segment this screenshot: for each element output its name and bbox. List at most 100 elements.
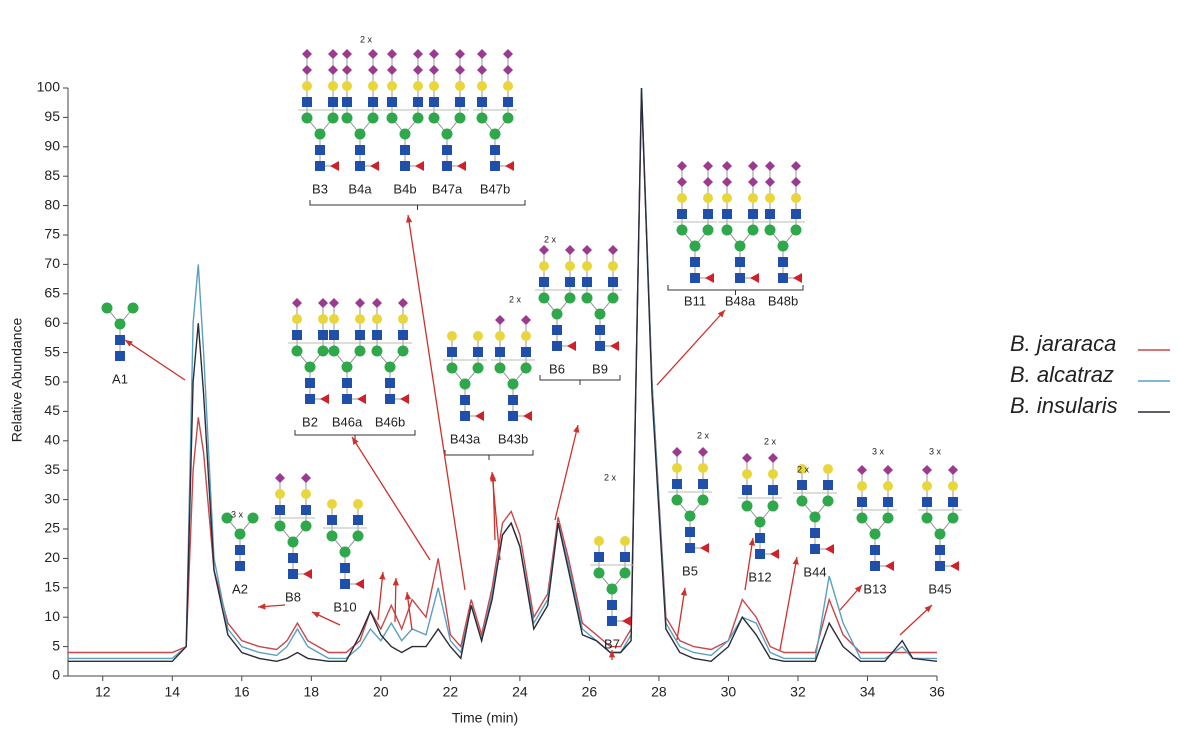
x-tick-label: 16	[234, 684, 250, 700]
glycan-galactose	[429, 81, 439, 91]
glycan-glcnac	[329, 330, 339, 340]
glycan-glcnac	[372, 330, 382, 340]
glycan-glcnac	[748, 209, 758, 219]
glycan-sialic	[698, 447, 708, 457]
glycan-galactose	[703, 193, 713, 203]
x-tick-label: 14	[164, 684, 180, 700]
glycan-sialic	[387, 65, 397, 75]
glycan-mannose	[305, 362, 316, 373]
glycan-sialic	[328, 49, 338, 59]
glycan-mannose	[608, 293, 619, 304]
glycan-sialic	[275, 473, 285, 483]
glycan-sialic	[477, 49, 487, 59]
glycan-mannose	[328, 113, 339, 124]
x-tick-label: 20	[373, 684, 389, 700]
glycan-fucose	[475, 411, 484, 421]
glycan-sialic	[342, 65, 352, 75]
glycan-glcnac	[765, 209, 775, 219]
glycan-mannose	[342, 113, 353, 124]
glycan-glcnac	[355, 330, 365, 340]
glycan-sialic	[302, 49, 312, 59]
glycan-sialic	[722, 161, 732, 171]
glycan-sialic	[677, 177, 687, 187]
y-tick-label: 80	[44, 196, 60, 212]
glycan-glcnac	[685, 543, 695, 553]
glycan-galactose	[608, 261, 618, 271]
glycan-glcnac	[368, 97, 378, 107]
glycan-glcnac	[235, 545, 245, 555]
annotation-arrow	[780, 557, 797, 650]
glycan-glcnac	[490, 145, 500, 155]
glycan-sialic	[292, 298, 302, 308]
glycan-glcnac	[328, 97, 338, 107]
glycan-galactose	[275, 489, 285, 499]
glycan-glcnac	[521, 347, 531, 357]
glycan-glcnac	[685, 527, 695, 537]
glycan-sialic	[495, 315, 505, 325]
glycan-galactose	[455, 81, 465, 91]
y-tick-label: 15	[44, 579, 60, 595]
glycan-fucose	[700, 543, 709, 553]
glycan-glcnac	[442, 145, 452, 155]
glycan-mannose	[302, 113, 313, 124]
glycan-mannose	[857, 513, 868, 524]
annotation-label: B46b	[375, 414, 405, 429]
glycan-galactose	[413, 81, 423, 91]
glycan-galactose	[742, 469, 752, 479]
glycan-sialic	[413, 49, 423, 59]
glycan-glcnac	[490, 161, 500, 171]
annotation-multiplier: 2 x	[509, 294, 522, 304]
x-tick-label: 34	[860, 684, 876, 700]
glycan-galactose	[398, 314, 408, 324]
group-bracket	[540, 375, 620, 385]
glycan-mannose	[791, 225, 802, 236]
glycan-mannose	[778, 241, 789, 252]
glycan-fucose	[950, 561, 959, 571]
glycan-glcnac	[552, 341, 562, 351]
x-tick-label: 22	[443, 684, 459, 700]
glycan-glcnac	[607, 600, 617, 610]
glycan-glcnac	[342, 97, 352, 107]
glycan-glcnac	[778, 273, 788, 283]
glycan-glcnac	[810, 544, 820, 554]
glycan-mannose	[935, 529, 946, 540]
annotation-arrow	[657, 310, 725, 385]
glycan-sialic	[765, 161, 775, 171]
annotation-label: B43b	[498, 431, 528, 446]
glycan-mannose	[595, 309, 606, 320]
glycan-sialic	[387, 49, 397, 59]
glycan-mannose	[368, 113, 379, 124]
glycan-glcnac	[508, 411, 518, 421]
glycan-glcnac	[552, 325, 562, 335]
glycan-glcnac	[302, 97, 312, 107]
glycan-glcnac	[340, 563, 350, 573]
glycan-galactose	[823, 464, 833, 474]
glycan-sialic	[318, 298, 328, 308]
glycan-glcnac	[355, 161, 365, 171]
glycan-glcnac	[473, 347, 483, 357]
glycan-glcnac	[608, 277, 618, 287]
glycan-galactose	[495, 331, 505, 341]
glycan-glcnac	[305, 378, 315, 388]
glycan-sialic	[521, 315, 531, 325]
glycan-glcnac	[115, 351, 125, 361]
glycan-mannose	[755, 517, 766, 528]
glycan-mannose	[495, 363, 506, 374]
glycan-sialic	[703, 177, 713, 187]
glycan-mannose	[607, 584, 618, 595]
glycan-glcnac	[400, 161, 410, 171]
glycan-glcnac	[810, 528, 820, 538]
annotation-label: B10	[333, 599, 356, 614]
glycan-glcnac	[582, 277, 592, 287]
glycan-glcnac	[385, 378, 395, 388]
glycan-mannose	[521, 363, 532, 374]
glycan-mannose	[565, 293, 576, 304]
glycan-mannose	[672, 495, 683, 506]
glycan-bond	[770, 166, 796, 246]
glycan-glcnac	[935, 561, 945, 571]
glycan-galactose	[329, 314, 339, 324]
glycan-glcnac	[722, 209, 732, 219]
glycan-glcnac	[620, 552, 630, 562]
glycan-glcnac	[742, 485, 752, 495]
glycan-sialic	[429, 49, 439, 59]
